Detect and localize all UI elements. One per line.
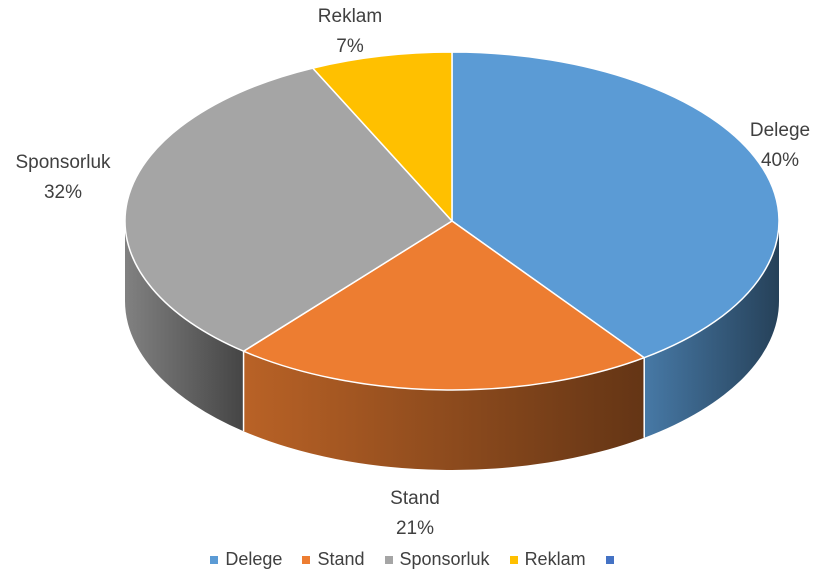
legend-item-delege[interactable]: Delege <box>210 549 282 570</box>
pie-side-sponsorluk <box>125 221 244 432</box>
data-label-delege-value: 40% <box>760 150 800 171</box>
data-label-sponsorluk: Sponsorluk 32% <box>2 148 124 208</box>
data-label-reklam-category: Reklam <box>317 6 383 27</box>
legend-label-delege: Delege <box>225 549 283 569</box>
legend-swatch-delege <box>210 555 219 564</box>
data-label-stand: Stand 21% <box>375 484 455 544</box>
legend-swatch-reklam <box>509 555 518 564</box>
legend-label-reklam: Reklam <box>524 549 586 569</box>
data-label-stand-category: Stand <box>390 488 440 509</box>
pie-slice-delege[interactable] <box>451 51 780 359</box>
legend: Delege Stand Sponsorluk Reklam <box>0 549 831 570</box>
data-label-reklam-value: 7% <box>336 36 364 57</box>
legend-label-sponsorluk: Sponsorluk <box>399 549 490 569</box>
legend-swatch-stand <box>302 555 311 564</box>
legend-swatch-sponsorluk <box>384 555 393 564</box>
legend-item-sponsorluk[interactable]: Sponsorluk <box>384 549 490 570</box>
pie-slice-stand[interactable] <box>242 220 645 391</box>
legend-swatch-empty <box>605 555 614 564</box>
data-label-reklam: Reklam 7% <box>305 2 395 62</box>
pie-slice-sponsorluk[interactable] <box>124 67 453 352</box>
data-label-delege: Delege 40% <box>735 116 825 176</box>
legend-item-empty[interactable] <box>605 549 621 570</box>
pie-slice-reklam[interactable] <box>312 51 453 222</box>
legend-item-stand[interactable]: Stand <box>302 549 365 570</box>
data-label-stand-value: 21% <box>395 518 435 539</box>
legend-label-stand: Stand <box>317 549 365 569</box>
pie-top-slices <box>124 51 780 391</box>
data-label-sponsorluk-value: 32% <box>43 182 83 203</box>
data-label-delege-category: Delege <box>749 120 811 141</box>
pie-side-delege <box>644 221 779 438</box>
data-label-sponsorluk-category: Sponsorluk <box>15 152 111 173</box>
legend-item-reklam[interactable]: Reklam <box>509 549 586 570</box>
